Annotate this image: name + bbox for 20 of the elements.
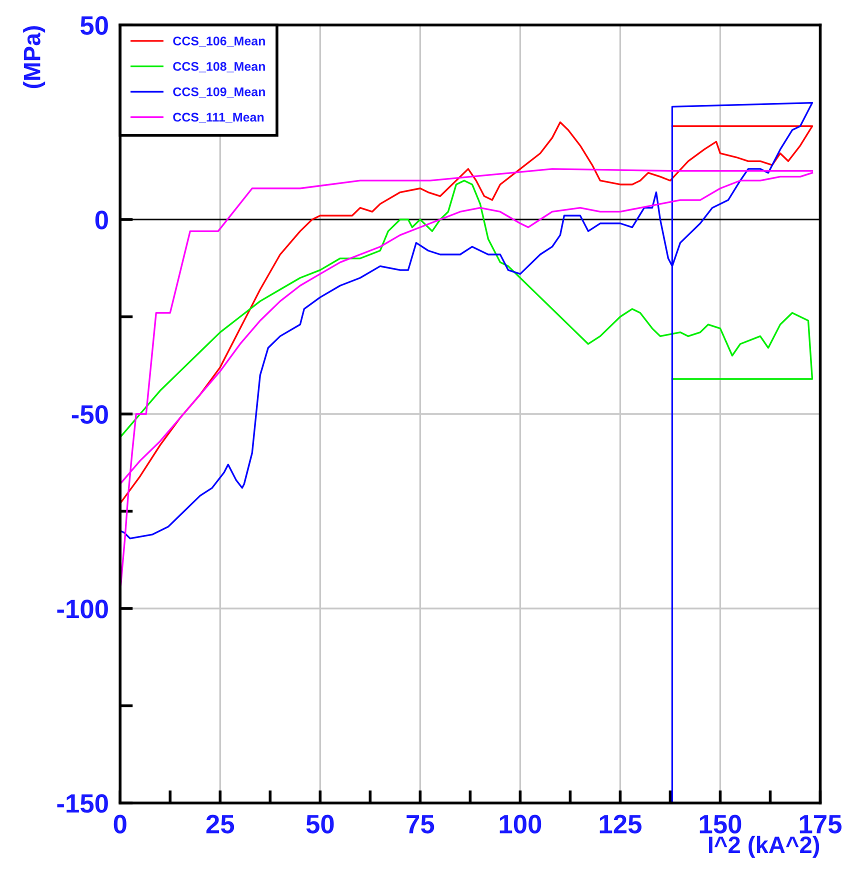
legend-label: CCS_109_Mean [173,87,265,98]
x-tick-label: 0 [114,814,126,834]
x-tick-label: 150 [700,814,742,834]
x-tick-label: 175 [800,815,842,834]
line-series [120,102,814,803]
y-tick-label: -150 [57,794,108,813]
x-tick-label: 50 [306,814,334,834]
x-tick-label: 75 [406,815,434,834]
y-tick-label: -50 [72,405,108,424]
legend-label: CCS_108_Mean [173,62,265,72]
y-axis-title: (MPa) [23,26,46,88]
y-tick-label: 50 [80,16,108,35]
x-tick-label: 125 [600,814,642,834]
y-tick-label: -100 [57,600,108,618]
x-axis-title: I^2 (kA^2) [708,836,820,858]
y-tick-label: 0 [95,210,108,230]
x-tick-label: 100 [500,814,542,834]
legend-label: CCS_111_Mean [173,112,264,124]
legend-label: CCS_106_Mean [173,36,265,47]
x-tick-label: 25 [206,814,234,834]
